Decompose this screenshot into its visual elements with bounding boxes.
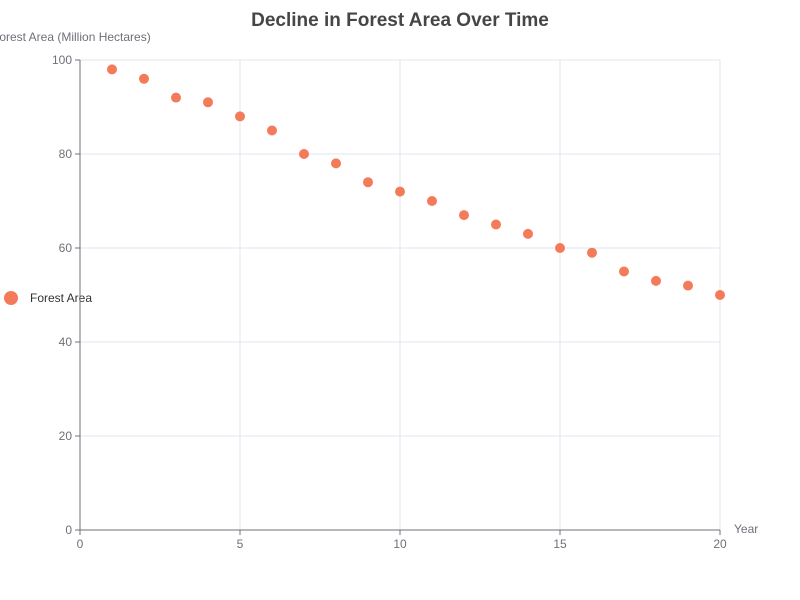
data-point[interactable] — [235, 111, 245, 122]
y-tick-label: 100 — [52, 53, 72, 67]
data-point[interactable] — [107, 64, 117, 75]
data-point[interactable] — [299, 149, 309, 159]
x-tick-label: 15 — [553, 537, 567, 551]
x-tick-label: 5 — [237, 537, 244, 551]
y-tick-label: 60 — [59, 241, 73, 255]
chart-title: Decline in Forest Area Over Time — [251, 10, 549, 31]
data-point[interactable] — [587, 247, 597, 258]
legend-marker — [4, 291, 18, 305]
data-point[interactable] — [267, 125, 277, 136]
data-point[interactable] — [459, 210, 469, 221]
data-point[interactable] — [523, 228, 533, 239]
x-tick-label: 0 — [77, 537, 84, 551]
data-point[interactable] — [555, 243, 565, 253]
y-tick-label: 0 — [65, 523, 72, 537]
data-point[interactable] — [363, 177, 373, 188]
data-point[interactable] — [619, 266, 629, 277]
y-tick-label: 20 — [59, 429, 73, 443]
axes — [75, 59, 721, 535]
data-point[interactable] — [683, 280, 693, 291]
data-point[interactable] — [715, 290, 725, 300]
data-point[interactable] — [427, 196, 437, 206]
legend[interactable]: Forest Area — [4, 291, 92, 305]
y-tick-label: 40 — [59, 335, 73, 349]
tick-labels: 0 20 40 60 80 100 0 5 10 15 20 — [52, 53, 727, 551]
x-axis-label: Year — [734, 522, 759, 536]
data-points — [107, 64, 725, 300]
y-axis-label: Forest Area (Million Hectares) — [0, 30, 151, 44]
grid — [80, 59, 721, 530]
data-point[interactable] — [331, 158, 341, 169]
legend-label: Forest Area — [30, 291, 93, 305]
data-point[interactable] — [203, 97, 213, 108]
data-point[interactable] — [139, 73, 149, 84]
data-point[interactable] — [651, 275, 661, 286]
data-point[interactable] — [395, 186, 405, 197]
y-tick-label: 80 — [59, 147, 73, 161]
data-point[interactable] — [491, 219, 501, 230]
x-tick-label: 10 — [393, 537, 407, 551]
x-tick-label: 20 — [713, 537, 727, 551]
data-point[interactable] — [171, 92, 181, 103]
